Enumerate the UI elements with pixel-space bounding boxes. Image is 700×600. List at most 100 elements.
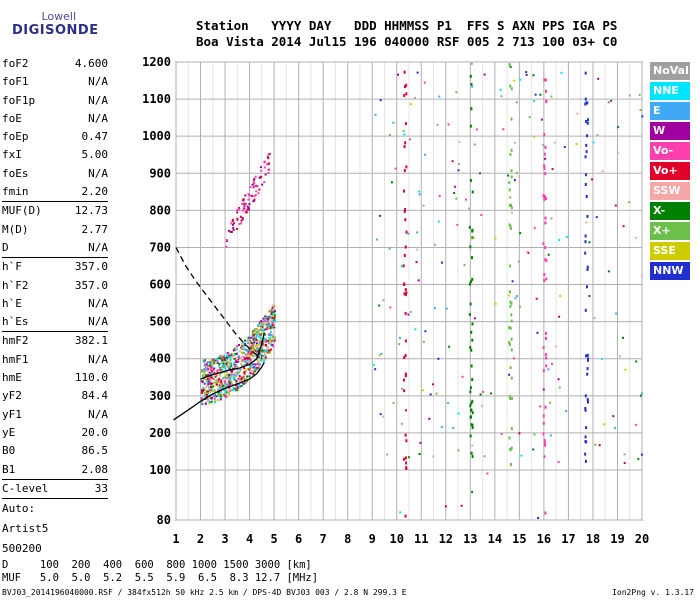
x-tick-label: 3 xyxy=(221,532,228,546)
echo-point xyxy=(258,321,261,324)
echo-point xyxy=(264,340,267,343)
param-row: MUF(D) 12.73 xyxy=(2,202,108,220)
echo-point xyxy=(243,204,246,207)
noise-point xyxy=(451,160,454,163)
interference-point xyxy=(509,224,512,228)
noise-point xyxy=(418,193,421,196)
noise-point xyxy=(547,368,550,371)
noise-point xyxy=(532,100,535,103)
echo-point xyxy=(266,324,269,327)
echo-point xyxy=(203,367,206,370)
echo-point xyxy=(213,371,216,374)
noise-point xyxy=(438,194,441,197)
interference-point xyxy=(543,78,546,82)
x-tick-label: 5 xyxy=(270,532,277,546)
noise-point xyxy=(399,511,402,514)
param-name: h`F2 xyxy=(2,278,29,292)
noise-point xyxy=(454,185,457,188)
noise-point xyxy=(588,294,591,297)
echo-point xyxy=(251,351,254,354)
echo-point xyxy=(202,386,205,389)
echo-point xyxy=(217,395,220,398)
noise-point xyxy=(542,388,545,391)
echo-point xyxy=(267,310,270,313)
echo-point xyxy=(236,345,239,348)
interference-point xyxy=(510,376,513,380)
echo-point xyxy=(219,369,222,372)
echo-point xyxy=(236,227,239,230)
noise-point xyxy=(588,241,591,244)
interference-point xyxy=(404,218,407,222)
noise-point xyxy=(533,433,536,436)
echo-point xyxy=(224,392,227,395)
echo-point xyxy=(231,223,234,226)
echo-point xyxy=(273,326,276,329)
echo-point xyxy=(263,358,266,361)
noise-point xyxy=(635,236,638,239)
echo-point xyxy=(230,364,233,367)
interference-point xyxy=(586,353,589,357)
noise-point xyxy=(598,444,601,447)
echo-point xyxy=(203,360,206,363)
noise-point xyxy=(594,443,597,446)
echo-point xyxy=(223,354,226,357)
echo-point xyxy=(254,348,257,351)
interference-point xyxy=(470,256,473,260)
noise-point xyxy=(434,243,437,246)
echo-point xyxy=(206,363,209,366)
param-name: hmF2 xyxy=(2,334,29,348)
interference-point xyxy=(543,152,546,156)
noise-point xyxy=(382,415,385,418)
echo-point xyxy=(210,359,213,362)
interference-point xyxy=(405,291,408,295)
echo-point xyxy=(221,359,224,362)
param-row: h`E N/A xyxy=(2,295,108,313)
echo-point xyxy=(234,366,237,369)
interference-point xyxy=(403,94,406,98)
interference-point xyxy=(586,367,589,371)
noise-point xyxy=(452,427,455,430)
echo-point xyxy=(273,305,276,308)
interference-point xyxy=(509,264,512,268)
noise-point xyxy=(634,423,637,426)
noise-point xyxy=(382,299,385,302)
echo-point xyxy=(264,354,267,357)
echo-point xyxy=(220,393,223,396)
interference-point xyxy=(584,408,587,412)
x-tick-label: 19 xyxy=(610,532,624,546)
echo-point xyxy=(239,369,242,372)
echo-point xyxy=(273,339,276,342)
echo-point xyxy=(230,369,233,372)
interference-point xyxy=(584,234,587,238)
echo-point xyxy=(236,217,239,220)
noise-point xyxy=(640,274,643,277)
echo-point xyxy=(266,351,269,354)
echo-point xyxy=(261,327,264,330)
echo-point xyxy=(238,385,241,388)
interference-point xyxy=(508,326,511,330)
interference-point xyxy=(584,308,587,312)
noise-point xyxy=(421,389,424,392)
echo-point xyxy=(252,338,255,341)
echo-point xyxy=(245,203,248,206)
echo-point xyxy=(238,379,241,382)
noise-point xyxy=(509,196,512,199)
echo-point xyxy=(235,360,238,363)
echo-point xyxy=(256,347,259,350)
echo-point xyxy=(273,320,276,323)
noise-point xyxy=(416,231,419,234)
echo-point xyxy=(261,344,264,347)
noise-point xyxy=(445,307,448,310)
noise-point xyxy=(551,362,554,365)
echo-point xyxy=(208,380,211,383)
interference-point xyxy=(469,245,472,249)
echo-point xyxy=(219,374,222,377)
interference-point xyxy=(468,225,471,229)
noise-point xyxy=(639,109,642,112)
echo-point xyxy=(246,208,249,211)
noise-point xyxy=(378,354,381,357)
interference-point xyxy=(510,169,513,173)
file-info-footer: BVJ03_2014196040000.RSF / 384fx512h 50 k… xyxy=(2,588,407,597)
echo-point xyxy=(261,322,264,325)
echo-point xyxy=(202,388,205,391)
